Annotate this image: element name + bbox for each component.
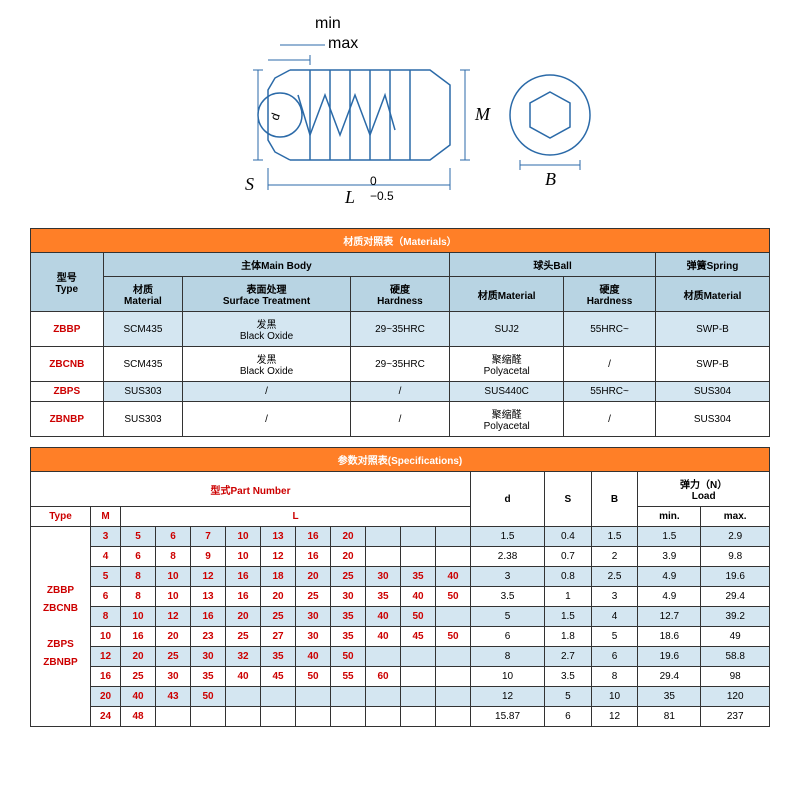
hdr-L: L [121,507,471,527]
hdr-hardness: 硬度Hardness [350,277,449,312]
label-L: L [344,187,355,207]
specs-row: 101620232527303540455061.8518.649 [31,627,770,647]
label-max: max [328,35,358,52]
materials-row: ZBBPSCM435发黑Black Oxide29~35HRCSUJ255HRC… [31,312,770,347]
label-d: d [268,111,283,122]
hdr-M: M [91,507,121,527]
specs-table: 参数对照表(Specifications) 型式Part Number d S … [30,447,770,727]
label-S: S [245,174,254,194]
hdr-partno: 型式Part Number [31,472,471,507]
hdr-load: 弹力（N）Load [638,472,770,507]
label-Lbot: −0.5 [370,189,394,203]
specs-row: 4689101216202.380.723.99.8 [31,547,770,567]
label-min: min [315,15,341,32]
specs-row: 122025303235405082.7619.658.8 [31,647,770,667]
label-B: B [545,169,556,189]
materials-row: ZBPSSUS303//SUS440C55HRC~SUS304 [31,382,770,402]
hdr-d: d [471,472,545,527]
specs-row: ZBBPZBCNBZBPSZBNBP3567101316201.50.41.51… [31,527,770,547]
materials-row: ZBNBPSUS303//聚缩醛Polyacetal/SUS304 [31,402,770,437]
materials-title: 材质对照表（Materials） [31,229,770,253]
hdr-type2: Type [31,507,91,527]
specs-row: 204043501251035120 [31,687,770,707]
hdr-material: 材质Material [103,277,183,312]
label-M: M [474,104,491,124]
specs-row: 5810121618202530354030.82.54.919.6 [31,567,770,587]
specs-row: 810121620253035405051.5412.739.2 [31,607,770,627]
hdr-S: S [545,472,592,527]
specs-title: 参数对照表(Specifications) [31,448,770,472]
specs-row: 681013162025303540503.5134.929.4 [31,587,770,607]
hdr-ball: 球头Ball [450,253,656,277]
hdr-springmat: 材质Material [655,277,769,312]
hdr-max: max. [701,507,770,527]
hdr-ballmat: 材质Material [450,277,564,312]
hdr-type: 型号Type [31,253,104,312]
hdr-B: B [591,472,638,527]
hdr-spring: 弹簧Spring [655,253,769,277]
hdr-min: min. [638,507,701,527]
hdr-surface: 表面处理Surface Treatment [183,277,350,312]
technical-drawing: S L 0 −0.5 M B min max d [10,10,790,213]
label-Ltop: 0 [370,174,377,188]
hdr-mainbody: 主体Main Body [103,253,450,277]
materials-row: ZBCNBSCM435发黑Black Oxide29~35HRC聚缩醛Polya… [31,347,770,382]
specs-row: 244815.8761281237 [31,707,770,727]
specs-row: 162530354045505560103.5829.498 [31,667,770,687]
materials-table: 材质对照表（Materials） 型号Type 主体Main Body 球头Ba… [30,228,770,437]
hdr-ballhard: 硬度Hardness [564,277,656,312]
